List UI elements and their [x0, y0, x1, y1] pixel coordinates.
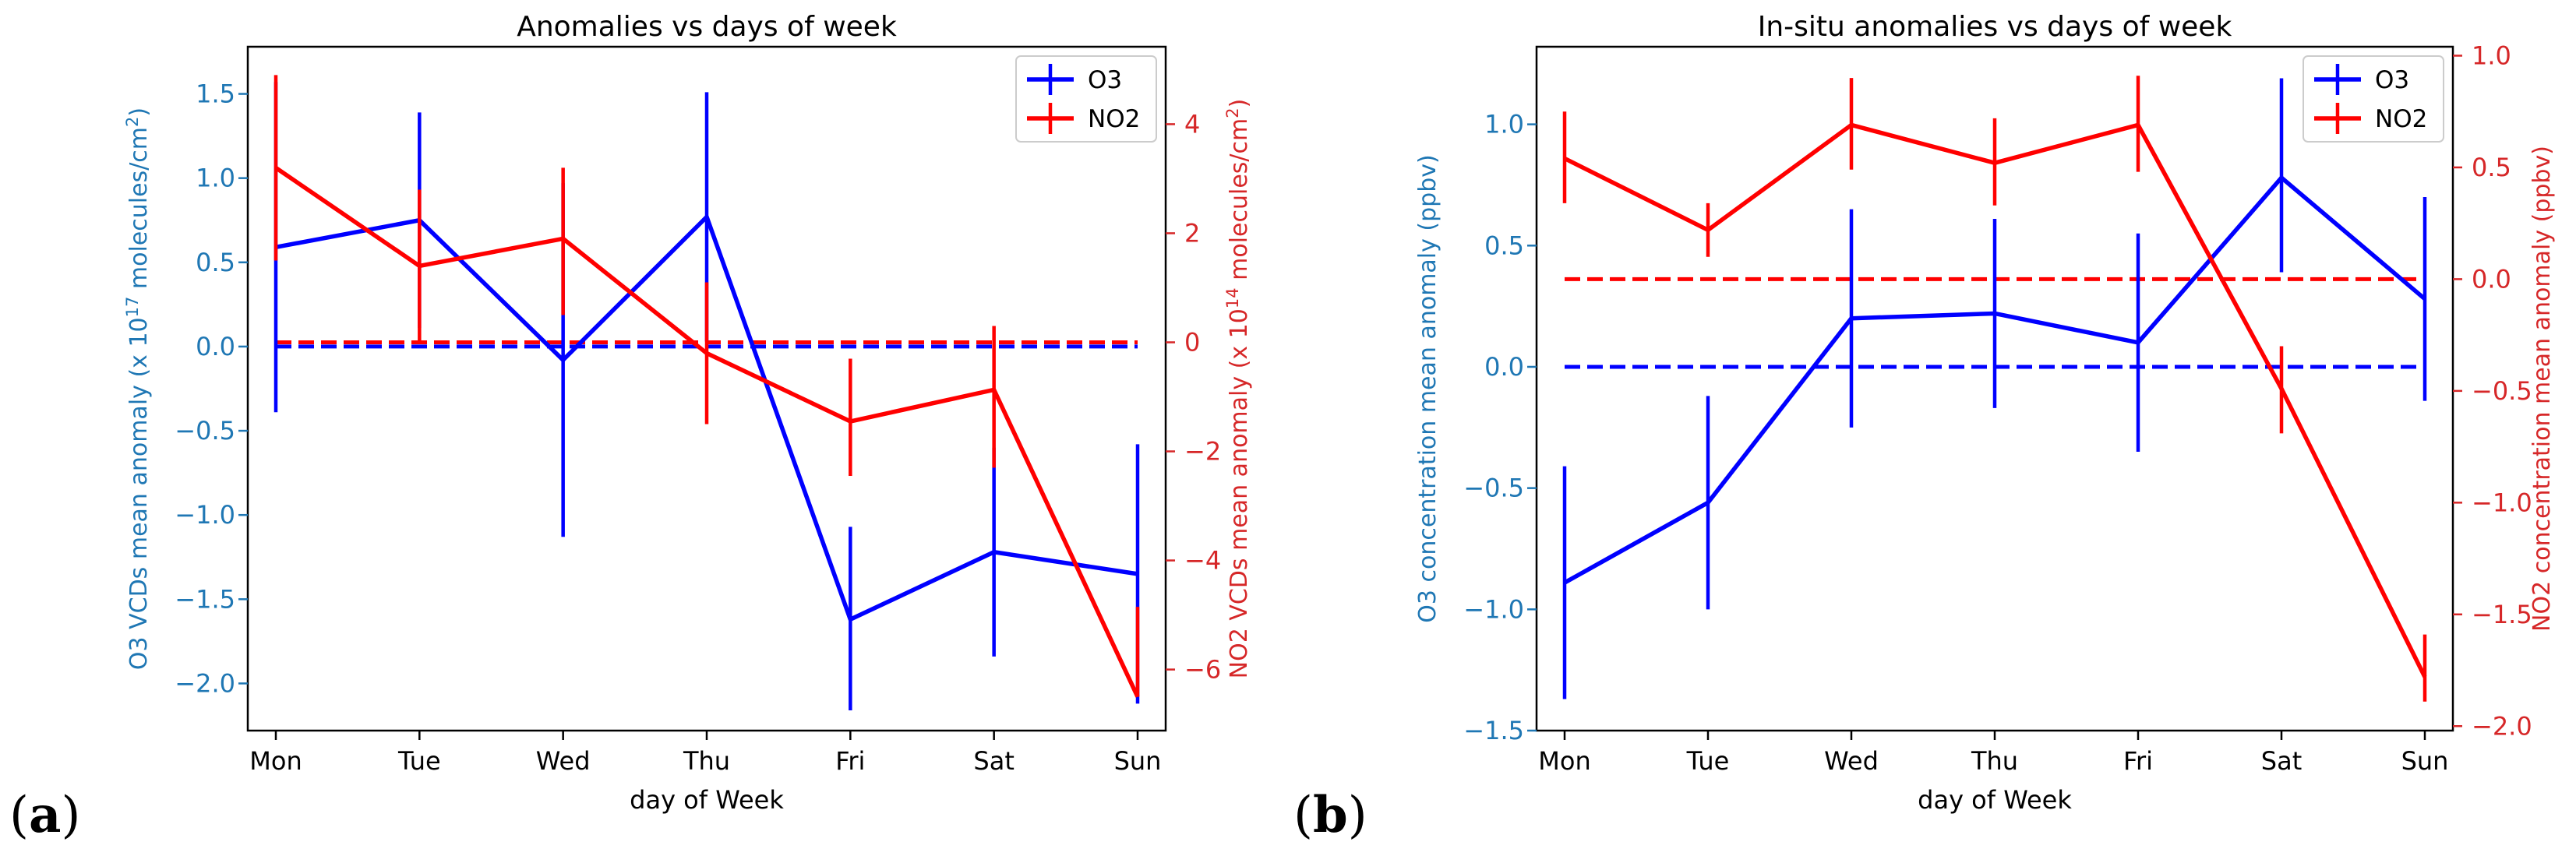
x-tick-label: Sat	[2261, 746, 2302, 776]
axis-label-superscript: 2	[1223, 107, 1242, 118]
y-right-tick-label: −4	[1184, 546, 1221, 576]
y-right-tick-label: −2.0	[2472, 711, 2532, 741]
axis-label-superscript: 2	[123, 117, 142, 127]
panel-label-paren: (	[9, 787, 29, 844]
y-left-tick-label: 0.5	[196, 248, 235, 277]
y-left-tick-label: 1.0	[1484, 110, 1524, 139]
x-tick-label: Wed	[1824, 746, 1879, 776]
x-tick-label: Sun	[2401, 746, 2449, 776]
y-left-tick-label: 0.0	[196, 332, 235, 361]
y-right-tick-label: 0.0	[2472, 264, 2511, 294]
y-right-tick-label: 0	[1184, 327, 1200, 357]
x-tick-label: Sat	[973, 746, 1014, 776]
x-tick-label: Tue	[1686, 746, 1730, 776]
axis-label-text: molecules/cm	[125, 127, 153, 297]
y-right-tick-label: 2	[1184, 218, 1200, 248]
chart-panel-b: In-situ anomalies vs days of week Mon Tue W…	[1293, 11, 2556, 844]
y-right-axis-label: NO2 VCDs mean anomaly (x 1014 molecules/…	[1223, 99, 1253, 679]
chart-panel-a: Anomalies vs days of week Mon Tue Wed Thu Fri…	[9, 11, 1253, 844]
axis-label-text: molecules/cm	[1226, 118, 1253, 288]
y-left-tick-label: −2.0	[175, 668, 235, 698]
x-tick-label: Mon	[1538, 746, 1590, 776]
panel-label: (b)	[1293, 786, 1367, 844]
y-right-tick-label: −0.5	[2472, 376, 2532, 406]
y-right-axis-label: NO2 concentration mean anomaly (ppbv)	[2528, 146, 2556, 632]
panel-label: (a)	[9, 786, 80, 844]
x-tick-label: Fri	[835, 746, 865, 776]
y-right-tick-label: 4	[1184, 109, 1200, 139]
y-left-tick-label: 0.5	[1484, 231, 1524, 260]
y-left-tick-label: −1.0	[1463, 594, 1524, 624]
axis-label-text: NO2 VCDs mean anomaly (x 10	[1226, 308, 1253, 678]
x-tick-label: Thu	[1971, 746, 2018, 776]
y-right-tick-label: −6	[1184, 655, 1221, 685]
axis-label-text: )	[125, 107, 153, 117]
panel-label-letter: a	[29, 786, 61, 844]
y-left-tick-label: 0.0	[1484, 352, 1524, 382]
chart-title: In-situ anomalies vs days of week	[1758, 11, 2232, 43]
axis-label-text: O3 VCDs mean anomaly (x 10	[125, 317, 153, 670]
axis-label-text: NO2 concentration mean anomaly (ppbv)	[2528, 146, 2556, 632]
y-left-tick-label: −0.5	[1463, 474, 1524, 503]
y-left-tick-label: 1.0	[196, 164, 235, 193]
x-tick-label: Sun	[1114, 746, 1162, 776]
x-tick-label: Thu	[683, 746, 730, 776]
y-left-tick-label: −1.5	[175, 584, 235, 614]
y-left-tick-label: −1.5	[1463, 716, 1524, 745]
y-left-tick-label: −0.5	[175, 416, 235, 446]
axis-label-superscript: 17	[123, 297, 142, 318]
x-axis-label: day of Week	[630, 785, 784, 815]
axis-label-text: )	[1226, 99, 1253, 108]
x-tick-label: Wed	[536, 746, 591, 776]
legend-label-o3: O3	[2375, 66, 2409, 94]
x-tick-label: Mon	[249, 746, 302, 776]
axis-label-superscript: 14	[1223, 287, 1242, 308]
y-right-tick-label: −1.5	[2472, 600, 2532, 629]
x-tick-label: Fri	[2123, 746, 2153, 776]
chart-title: Anomalies vs days of week	[517, 11, 897, 43]
panel-label-paren: )	[61, 787, 80, 844]
y-left-tick-label: 1.5	[196, 79, 235, 109]
legend-label-o3: O3	[1088, 66, 1122, 94]
y-left-tick-label: −1.0	[175, 500, 235, 530]
y-right-tick-label: 0.5	[2472, 153, 2511, 182]
y-right-tick-label: 1.0	[2472, 41, 2511, 70]
y-left-axis-label: O3 concentration mean anomaly (ppbv)	[1414, 154, 1442, 622]
legend-label-no2: NO2	[2375, 105, 2427, 133]
legend-label-no2: NO2	[1088, 105, 1140, 133]
x-axis-label: day of Week	[1918, 785, 2072, 815]
y-right-tick-label: −1.0	[2472, 488, 2532, 517]
x-tick-label: Tue	[397, 746, 441, 776]
y-left-axis-label: O3 VCDs mean anomaly (x 1017 molecules/c…	[123, 107, 153, 670]
panel-label-paren: (	[1293, 787, 1313, 844]
y-right-tick-label: −2	[1184, 437, 1221, 467]
axis-label-text: O3 concentration mean anomaly (ppbv)	[1414, 154, 1442, 622]
panel-label-paren: )	[1348, 787, 1367, 844]
panel-label-letter: b	[1313, 786, 1348, 844]
